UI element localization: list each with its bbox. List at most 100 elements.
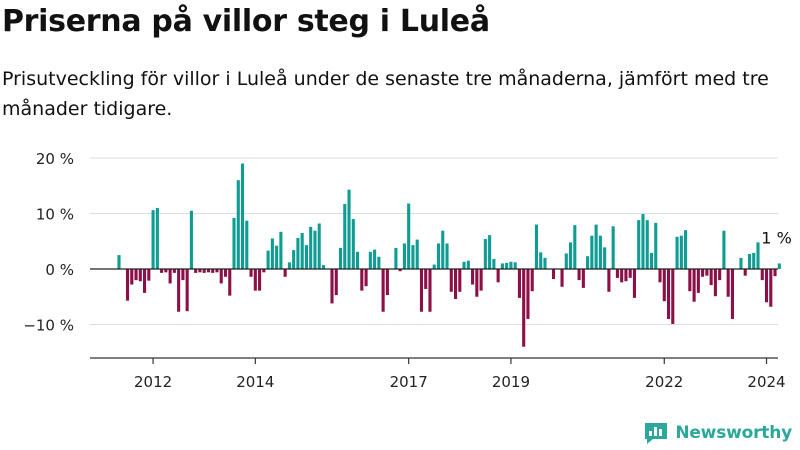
bar [364, 269, 368, 287]
bar [441, 230, 445, 269]
bar [185, 269, 189, 312]
bar [381, 269, 385, 312]
bar [611, 226, 615, 269]
bar [304, 245, 308, 269]
bar [560, 269, 564, 287]
bar [394, 247, 398, 269]
bar [543, 257, 547, 269]
chart-title: Priserna på villor steg i Luleå [2, 4, 490, 39]
bar [309, 226, 313, 269]
bar [586, 256, 590, 269]
bar [236, 180, 240, 269]
bar [624, 269, 628, 282]
bar [300, 232, 304, 269]
bar [147, 269, 151, 281]
bar [747, 254, 752, 269]
bar [283, 269, 287, 277]
bar [466, 260, 470, 269]
bar [377, 256, 381, 269]
bar [211, 269, 215, 273]
bar [496, 269, 500, 283]
bar [368, 251, 372, 269]
bar [645, 220, 649, 269]
bar [522, 269, 526, 347]
annotation: 1 % [761, 228, 791, 247]
bar [649, 252, 654, 269]
bar [509, 261, 513, 269]
bar [258, 269, 262, 291]
bar [483, 239, 487, 269]
bar [688, 269, 692, 292]
bar [590, 235, 594, 269]
bar [453, 269, 458, 299]
bar [407, 203, 411, 269]
bar [402, 243, 406, 269]
bar [262, 269, 266, 273]
bar [330, 269, 334, 304]
bar [160, 269, 164, 273]
bar [569, 242, 573, 269]
bar [164, 269, 168, 273]
bar [564, 253, 568, 269]
bar [385, 269, 389, 296]
gridlines [90, 157, 778, 325]
bar [756, 242, 760, 269]
bar [296, 237, 300, 269]
bar [287, 262, 291, 269]
bar [696, 269, 700, 293]
bar [526, 269, 530, 319]
bar [539, 252, 543, 269]
bar [709, 269, 713, 286]
bar [292, 250, 296, 269]
x-axis-ticks: 2012 2014 2017 2019 2022 2024 [134, 358, 786, 391]
bar [419, 269, 424, 312]
bar [321, 265, 326, 269]
newsworthy-logo: Newsworthy [643, 420, 792, 446]
bar [513, 262, 517, 269]
bar [411, 245, 415, 269]
bar [492, 259, 496, 269]
bar [641, 214, 645, 269]
bar [138, 269, 142, 282]
bar [637, 220, 641, 269]
y-tick-label: 0 % [45, 261, 74, 279]
bar [658, 269, 662, 283]
newsworthy-logo-icon [645, 423, 668, 444]
bar [445, 243, 449, 269]
bar [343, 204, 347, 269]
bar [581, 269, 585, 288]
bar [360, 269, 364, 291]
bar [705, 269, 709, 276]
bar [202, 269, 206, 273]
x-tick-label: 2014 [236, 373, 274, 391]
bar [607, 269, 611, 292]
bar [654, 222, 658, 269]
bar [488, 235, 492, 269]
bar [594, 224, 598, 269]
bar [338, 247, 343, 269]
bar [189, 210, 193, 269]
bar [313, 230, 317, 269]
bar [398, 269, 402, 272]
bar [479, 269, 483, 291]
bar [773, 269, 777, 277]
bar [206, 269, 211, 273]
bar [270, 238, 274, 269]
bar [462, 261, 466, 269]
bar [692, 269, 696, 302]
bar [428, 269, 432, 312]
bar [743, 269, 747, 276]
x-tick-label: 2012 [134, 373, 172, 391]
bar [726, 269, 730, 297]
chart-subtitle: Prisutveckling för villor i Luleå under … [2, 68, 769, 120]
bar [675, 236, 679, 269]
bar [752, 252, 756, 269]
bar [125, 269, 130, 301]
bar [356, 251, 360, 269]
bar [505, 262, 509, 269]
y-axis-ticks: −10 % 0 % 10 % 20 % [23, 150, 74, 335]
bar [245, 220, 249, 269]
bar [266, 250, 270, 269]
x-tick-label: 2024 [747, 373, 785, 391]
